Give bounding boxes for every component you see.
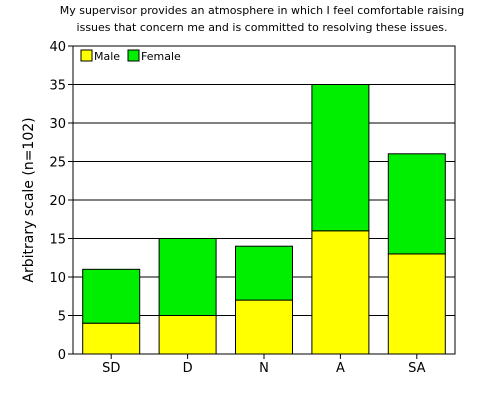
y-axis-label: Arbitrary scale (n=102) (21, 117, 37, 282)
y-tick-label-15: 15 (49, 233, 66, 248)
x-tick-label-n: N (259, 361, 269, 376)
bar-male-a (311, 230, 370, 355)
legend-swatch-female (127, 49, 140, 62)
bars (82, 84, 446, 355)
chart-title-line-1: My supervisor provides an atmosphere in … (60, 4, 465, 17)
x-tick-label-a: A (336, 361, 345, 376)
y-tick-label-5: 5 (58, 310, 66, 325)
bar-male-sd (82, 322, 141, 355)
y-tick-label-30: 30 (49, 117, 66, 132)
bar-male-d (158, 315, 217, 355)
x-tick-label-sa: SA (408, 361, 425, 376)
y-tick-label-0: 0 (58, 348, 66, 363)
x-tick-label-d: D (183, 361, 193, 376)
y-tick-label-20: 20 (49, 194, 66, 209)
bar-male-n (235, 299, 293, 355)
bar-female-d (158, 238, 217, 316)
plot-frame (72, 45, 456, 355)
bar-female-sd (82, 268, 141, 324)
y-tick-label-25: 25 (49, 156, 66, 171)
bar-female-n (235, 245, 293, 301)
y-tick-label-40: 40 (49, 40, 66, 55)
chart-title-line-2: issues that concern me and is committed … (77, 21, 448, 34)
bar-male-sa (387, 253, 446, 355)
y-tick-label-10: 10 (49, 271, 66, 286)
y-tick-label-35: 35 (49, 79, 66, 94)
x-tick-label-sd: SD (102, 361, 120, 376)
bar-female-sa (387, 153, 446, 255)
axes: 0 5 10 15 20 25 30 35 40 SD D N A SA (49, 40, 456, 376)
legend-swatch-male (80, 49, 93, 62)
bar-female-a (311, 84, 370, 232)
legend-label-female: Female (141, 50, 181, 63)
legend: Male Female (80, 49, 181, 63)
legend-label-male: Male (94, 50, 120, 63)
